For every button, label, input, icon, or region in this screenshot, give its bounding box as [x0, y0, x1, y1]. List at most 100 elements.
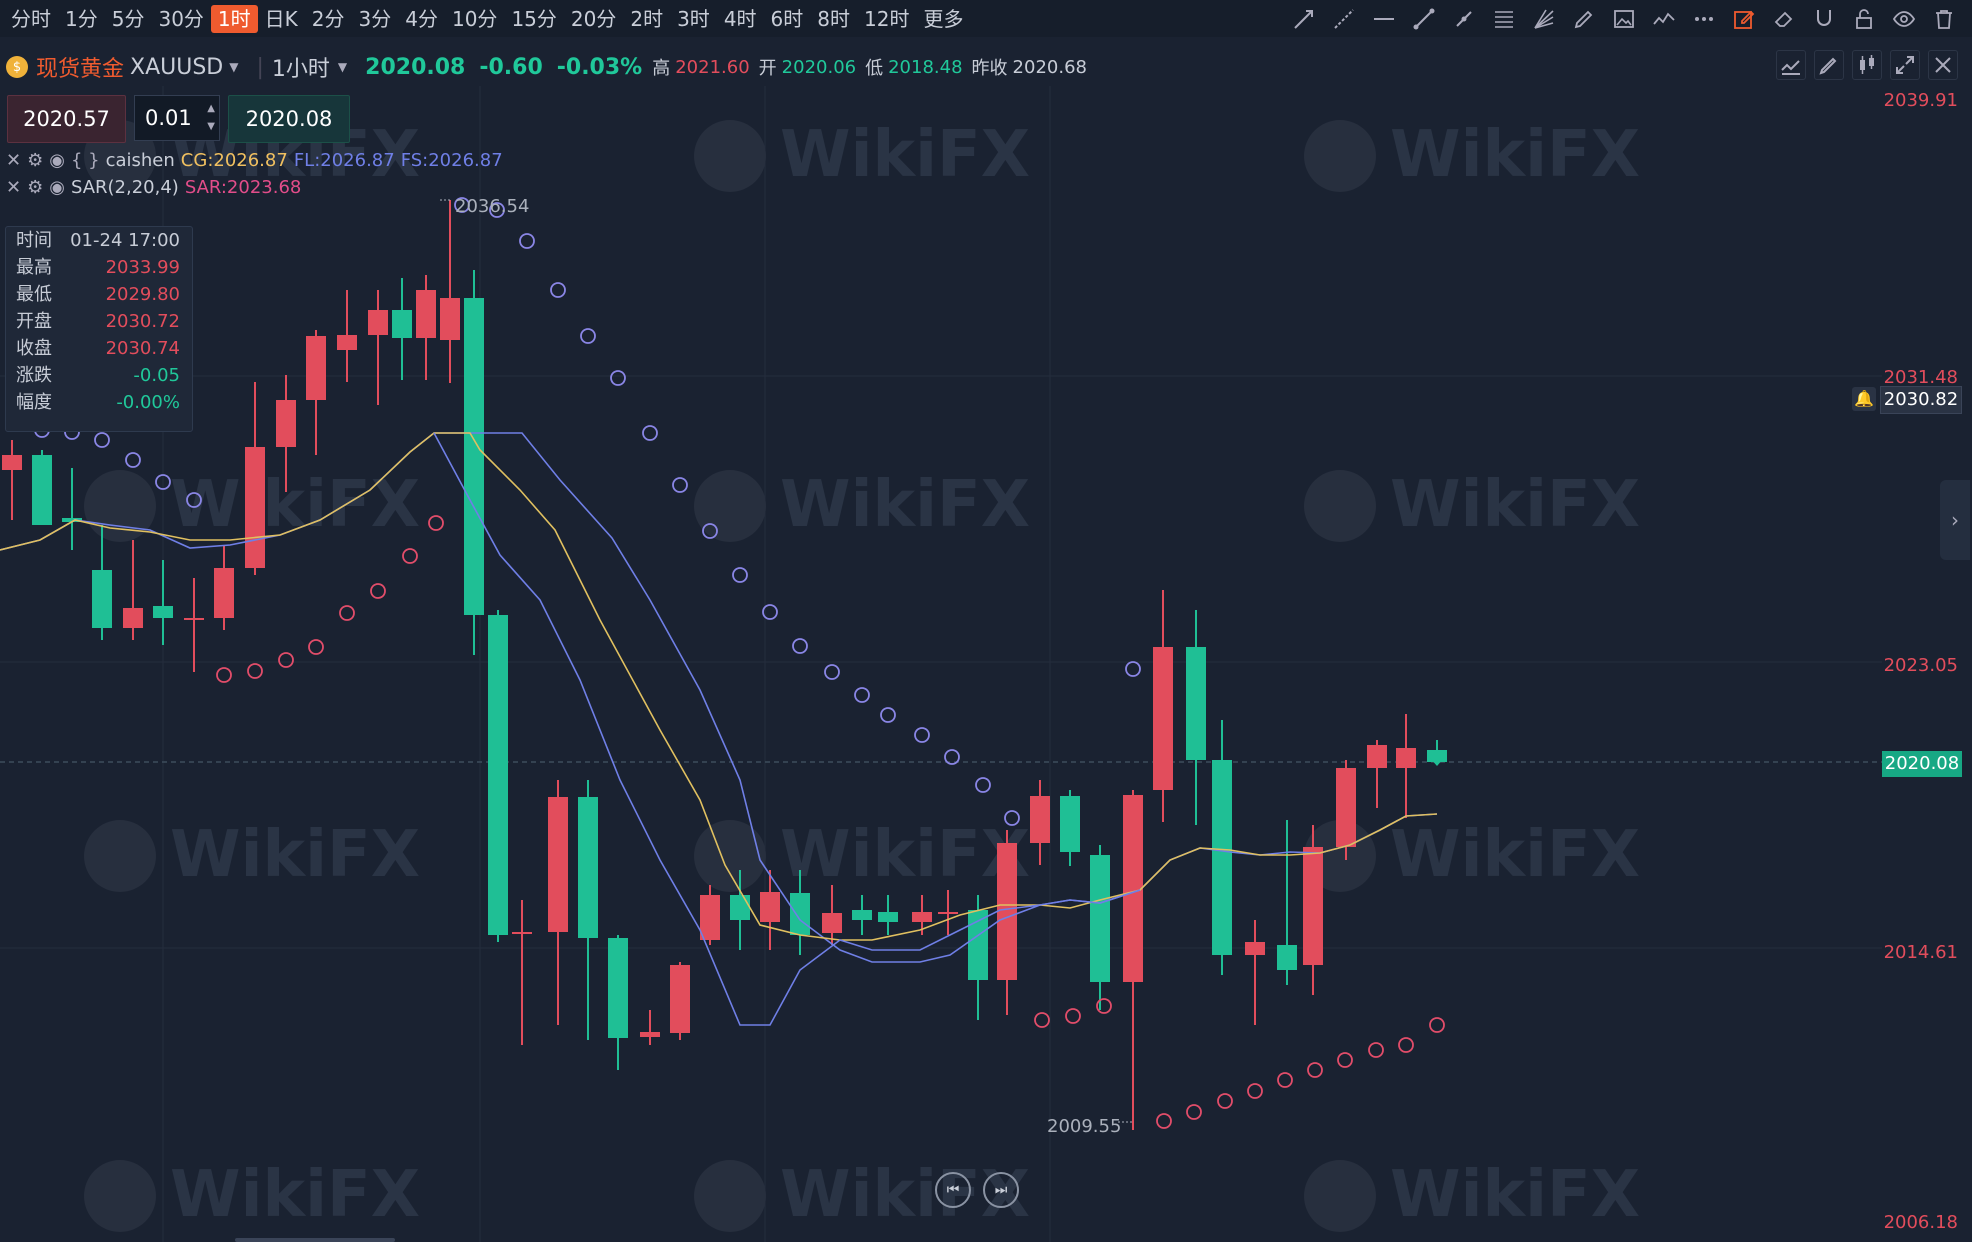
candle-body	[1060, 796, 1080, 852]
candle-body	[997, 843, 1017, 980]
watermark: WikiFX	[780, 818, 1030, 892]
horizontal-scrollbar[interactable]	[235, 1238, 395, 1242]
quantity-value[interactable]: 0.01	[145, 106, 192, 130]
period-select[interactable]: 1小时	[271, 57, 330, 82]
info-key: 收盘	[16, 338, 52, 359]
buy-button[interactable]: 2020.08	[228, 95, 350, 143]
settings-icon[interactable]: ⚙	[27, 150, 44, 171]
tab-timeframe[interactable]: 3时	[677, 6, 710, 31]
tab-timeframe[interactable]: 更多	[923, 6, 964, 31]
next-icon[interactable]: ⏭	[983, 1172, 1019, 1208]
watermark-logo	[694, 120, 766, 192]
tab-timeframe[interactable]: 6时	[770, 6, 804, 31]
tab-timeframe[interactable]: 2时	[630, 6, 664, 31]
tab-timeframe[interactable]: 10分	[451, 6, 498, 31]
tab-timeframe[interactable]: 日K	[264, 6, 298, 31]
candle-type-icon[interactable]	[1852, 50, 1882, 80]
code-icon: { }	[70, 150, 100, 171]
tab-timeframe[interactable]: 12时	[864, 6, 910, 31]
expand-panel-handle[interactable]: ›	[1940, 480, 1970, 560]
fibonacci-icon[interactable]	[1486, 4, 1522, 34]
indicator-sar: ✕ ⚙ ◉ SAR(2,20,4) SAR:2023.68	[6, 177, 301, 198]
sar-dot	[1004, 810, 1020, 826]
candlestick-chart[interactable]: WikiFX WikiFX WikiFX WikiFX WikiFX WikiFX Wiki…	[0, 86, 1882, 1242]
bell-icon[interactable]: 🔔	[1852, 387, 1876, 411]
segment-icon[interactable]	[1446, 4, 1482, 34]
tab-timeframe[interactable]: 1时	[210, 4, 258, 33]
draw-icon[interactable]	[1814, 50, 1844, 80]
prev-icon[interactable]: ⏮	[935, 1172, 971, 1208]
price-change: -0.60	[479, 54, 543, 80]
horizontal-line-icon[interactable]	[1366, 4, 1402, 34]
indicator-icon[interactable]	[1776, 50, 1806, 80]
sar-dot	[1186, 1104, 1202, 1120]
edit-icon[interactable]	[1726, 4, 1762, 34]
period-chevron-icon[interactable]: ▼	[337, 60, 348, 74]
lock-icon[interactable]	[1846, 4, 1882, 34]
tab-timeframe[interactable]: 1分	[65, 6, 98, 31]
axis-label: 2014.61	[1883, 942, 1958, 963]
magnet-icon[interactable]	[1806, 4, 1842, 34]
watermark-logo	[84, 820, 156, 892]
candle-body	[608, 938, 628, 1038]
close-icon[interactable]	[1928, 50, 1958, 80]
tab-timeframe[interactable]: 20分	[570, 6, 617, 31]
eraser-icon[interactable]	[1766, 4, 1802, 34]
candle-body	[214, 568, 234, 618]
fs-value: FS:2026.87	[400, 150, 503, 171]
candle-body	[822, 913, 842, 933]
candle-body	[548, 797, 568, 932]
sar-dot	[1337, 1052, 1353, 1068]
image-icon[interactable]	[1606, 4, 1642, 34]
close-icon[interactable]: ✕	[6, 177, 22, 198]
tab-timeframe[interactable]: 4分	[405, 6, 438, 31]
close-icon[interactable]: ✕	[6, 150, 22, 171]
candle-body	[123, 608, 143, 628]
tab-timeframe[interactable]: 15分	[511, 6, 557, 31]
more-icon[interactable]	[1686, 4, 1722, 34]
sar-dot	[1217, 1093, 1233, 1109]
trend-line-icon[interactable]	[1406, 4, 1442, 34]
symbol-name[interactable]: 现货黄金	[36, 57, 125, 82]
price-change-pct: -0.03%	[556, 54, 643, 80]
fan-icon[interactable]	[1526, 4, 1562, 34]
wave-icon[interactable]	[1646, 4, 1682, 34]
sar-dot	[1096, 998, 1112, 1014]
tab-timeframe[interactable]: 30分	[158, 6, 204, 31]
candle-body	[578, 797, 598, 938]
ray-line-icon[interactable]	[1286, 4, 1322, 34]
cg-line	[0, 432, 1438, 941]
sar-dot	[454, 197, 470, 213]
sar-dot	[247, 663, 263, 679]
sar-dot	[339, 605, 355, 621]
extended-line-icon[interactable]	[1326, 4, 1362, 34]
settings-icon[interactable]: ⚙	[27, 177, 44, 198]
tab-timeframe[interactable]: 分时	[11, 6, 51, 31]
stepper-arrows-icon[interactable]: ▲ ▼	[207, 103, 215, 132]
visibility-icon[interactable]: ◉	[49, 150, 65, 171]
trash-icon[interactable]	[1926, 4, 1962, 34]
chevron-down-icon[interactable]: ▼	[229, 60, 239, 74]
fullscreen-icon[interactable]	[1890, 50, 1920, 80]
sar-dot	[186, 492, 202, 508]
tab-timeframe[interactable]: 5分	[111, 6, 145, 31]
candle-body	[306, 336, 326, 400]
candle-body	[1303, 847, 1323, 965]
candle-body	[2, 455, 22, 470]
tab-timeframe[interactable]: 4时	[723, 6, 757, 31]
visibility-icon[interactable]: ◉	[49, 177, 65, 198]
sar-dot	[580, 328, 596, 344]
tab-timeframe[interactable]: 3分	[358, 6, 392, 31]
eye-icon[interactable]	[1886, 4, 1922, 34]
gold-coin-icon: $	[6, 56, 28, 78]
candle-body	[92, 570, 112, 628]
sell-button[interactable]: 2020.57	[7, 95, 126, 143]
tab-timeframe[interactable]: 2分	[311, 6, 345, 31]
timeframe-bar: 分时 1分 5分 30分 1时 日K 2分 3分 4分 10分 15分 20分 2时 3时 4时 6时 8时 12…	[0, 0, 1972, 37]
candle-body	[790, 893, 810, 935]
indicator-caishen: ✕ ⚙ ◉ { } caishen CG:2026.87 FL:2026.87 …	[6, 150, 503, 171]
brush-icon[interactable]	[1566, 4, 1602, 34]
tab-timeframe[interactable]: 8时	[817, 6, 851, 31]
quantity-stepper[interactable]: 0.01 ▲ ▼	[134, 95, 220, 141]
symbol-code[interactable]: XAUUSD	[130, 54, 224, 80]
